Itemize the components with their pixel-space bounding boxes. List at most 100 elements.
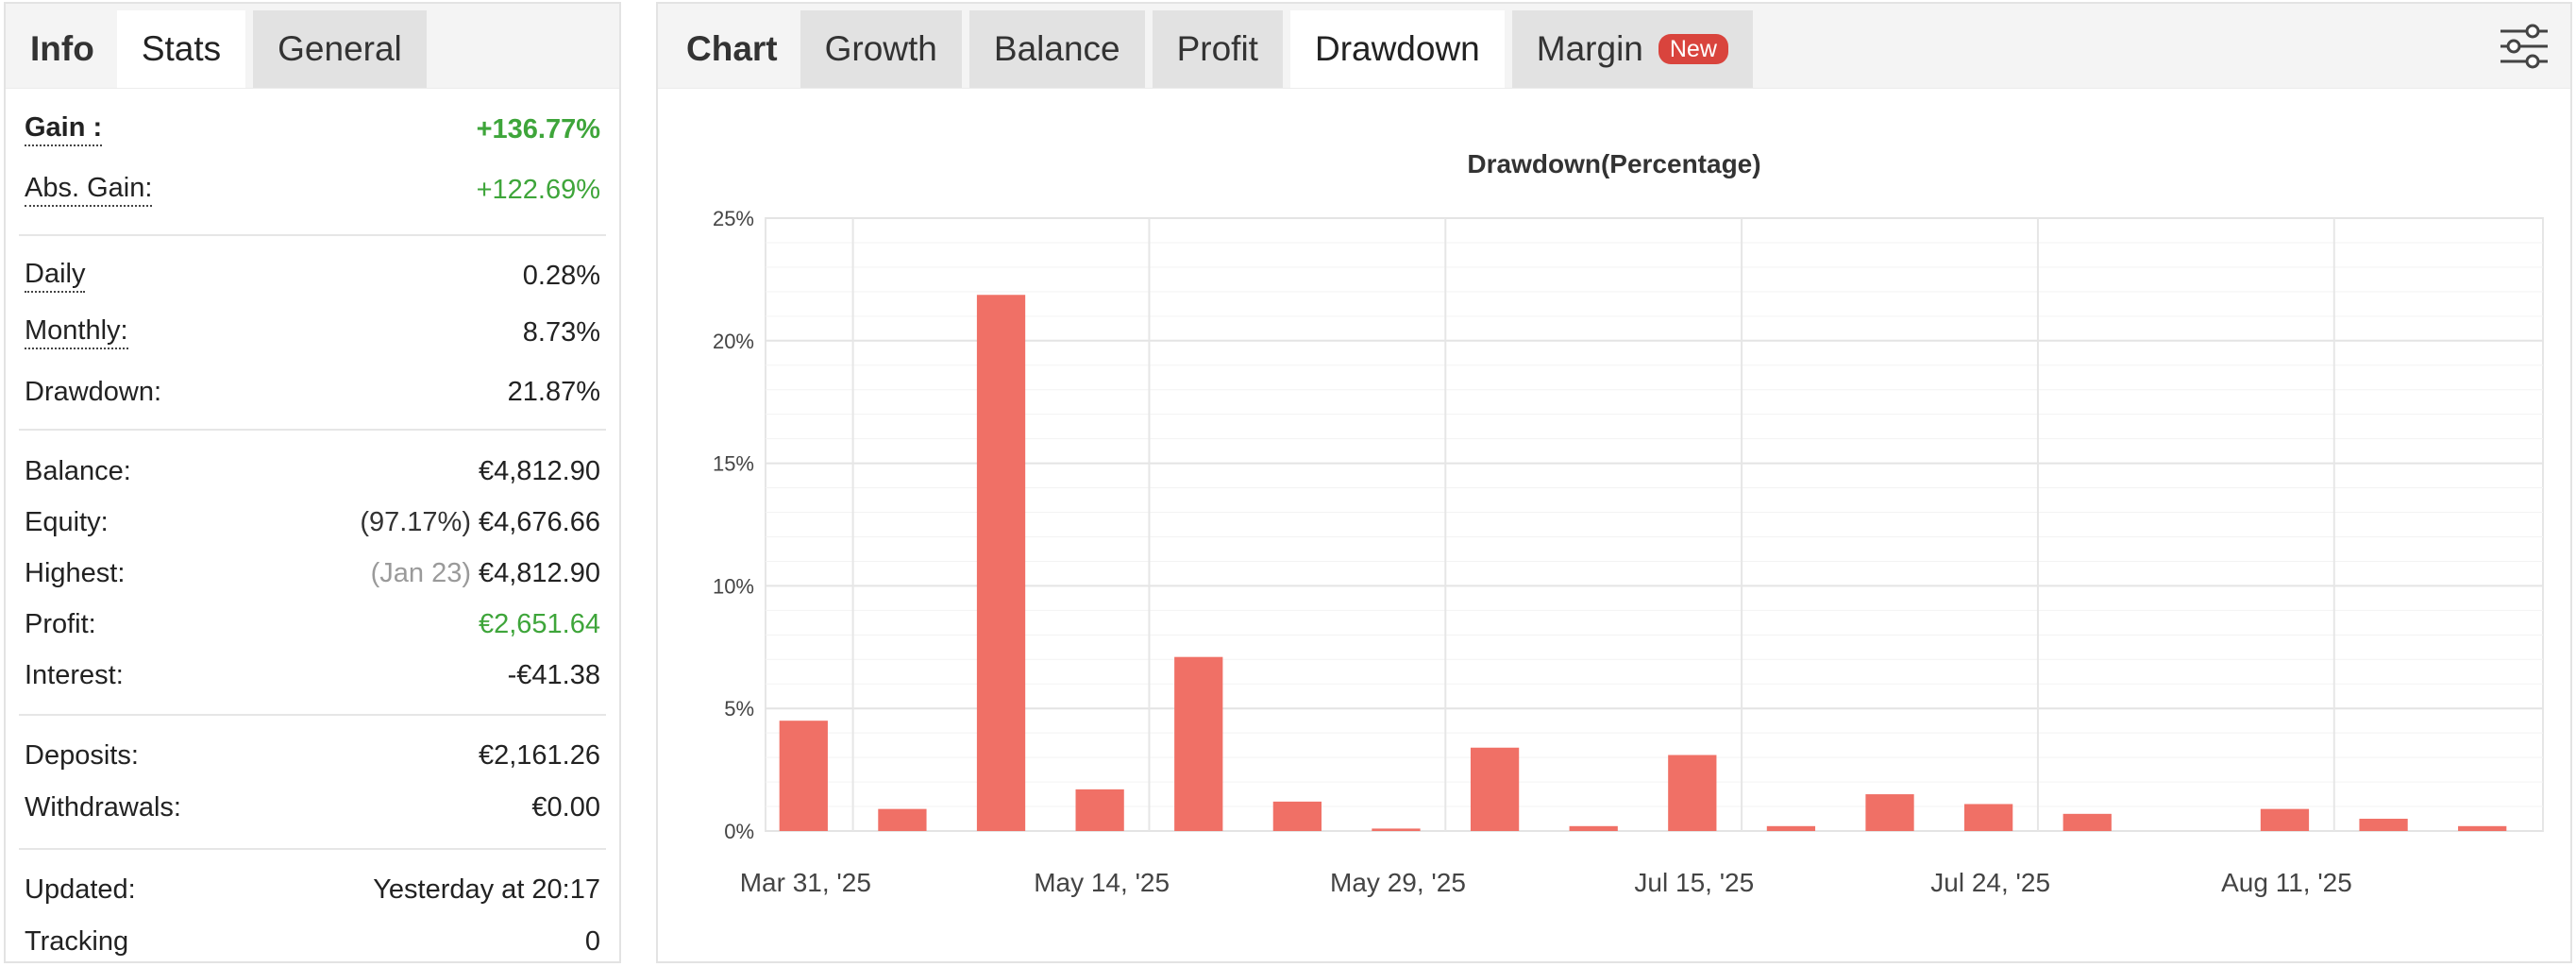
new-badge: New xyxy=(1658,34,1728,64)
balance-label: Balance: xyxy=(25,455,131,486)
drawdown-bar xyxy=(1470,747,1520,831)
stat-abs-gain: Abs. Gain: +122.69% xyxy=(25,162,600,217)
x-tick-label: May 14, '25 xyxy=(1034,868,1170,897)
plot-area xyxy=(765,217,2544,832)
stat-tracking: Tracking 0 xyxy=(25,916,600,967)
drawdown-bar xyxy=(1865,794,1914,831)
divider xyxy=(19,429,606,431)
gain-label[interactable]: Gain : xyxy=(25,112,103,146)
highest-value: €4,812.90 xyxy=(478,557,600,588)
tab-general[interactable]: General xyxy=(253,10,427,88)
tab-balance[interactable]: Balance xyxy=(968,10,1145,88)
x-tick-label: Jul 15, '25 xyxy=(1634,868,1754,897)
updated-value: Yesterday at 20:17 xyxy=(373,874,600,905)
x-tick-label: Jul 24, '25 xyxy=(1930,868,2050,897)
stat-highest: Highest: (Jan 23) €4,812.90 xyxy=(25,548,600,599)
drawdown-bar xyxy=(2260,808,2310,831)
drawdown-bar xyxy=(878,808,927,831)
daily-value: 0.28% xyxy=(522,260,600,291)
stat-interest: Interest: -€41.38 xyxy=(25,650,600,701)
drawdown-bar xyxy=(1668,755,1717,831)
chart-svg: 0% 5% 10% 15% 20% 25% Mar 31, '25 May 14, '25 Ma… xyxy=(713,207,2544,897)
stats-list: Gain : +136.77% Abs. Gain: +122.69% Dail… xyxy=(6,89,619,967)
highest-label: Highest: xyxy=(25,557,126,588)
y-tick-label: 25% xyxy=(713,207,754,230)
drawdown-bar xyxy=(1964,804,2013,831)
drawdown-bar xyxy=(1272,801,1322,831)
updated-label: Updated: xyxy=(25,874,136,905)
drawdown-bar xyxy=(1766,825,1816,831)
highest-date: (Jan 23) xyxy=(370,557,471,588)
stat-balance: Balance: €4,812.90 xyxy=(25,431,600,497)
stat-equity: Equity: (97.17%) €4,676.66 xyxy=(25,497,600,548)
tracking-label: Tracking xyxy=(25,925,129,957)
drawdown-chart: Drawdown(Percentage) 0% 5% 10% 15% 20% 25% Mar… xyxy=(658,89,2570,963)
stat-updated: Updated: Yesterday at 20:17 xyxy=(25,850,600,916)
monthly-value: 8.73% xyxy=(522,316,600,348)
stat-daily: Daily 0.28% xyxy=(25,236,600,302)
x-tick-label: May 29, '25 xyxy=(1330,868,1466,897)
drawdown-bar xyxy=(779,721,828,831)
tab-margin-label: Margin xyxy=(1536,29,1643,68)
divider xyxy=(19,714,606,716)
chart-panel: Chart Growth Balance Profit Drawdown Mar… xyxy=(656,2,2572,963)
tab-margin[interactable]: Margin New xyxy=(1511,10,1753,88)
profit-label: Profit: xyxy=(25,608,96,639)
y-tick-label: 0% xyxy=(724,820,754,843)
drawdown-label: Drawdown: xyxy=(25,376,162,407)
chart-title: Drawdown(Percentage) xyxy=(1467,149,1761,178)
drawdown-bar xyxy=(2458,825,2507,831)
y-tick-label: 20% xyxy=(713,330,754,353)
tab-profit[interactable]: Profit xyxy=(1152,10,1283,88)
stats-panel: Info Stats General Gain : +136.77% Abs. … xyxy=(4,2,621,963)
interest-label: Interest: xyxy=(25,659,124,690)
y-tick-label: 15% xyxy=(713,452,754,476)
x-tick-label: Aug 11, '25 xyxy=(2221,868,2352,897)
tab-drawdown[interactable]: Drawdown xyxy=(1289,10,1505,88)
drawdown-bar xyxy=(1174,656,1223,831)
daily-label[interactable]: Daily xyxy=(25,259,86,293)
drawdown-bar xyxy=(1075,789,1124,831)
y-tick-label: 10% xyxy=(713,574,754,598)
drawdown-value: 21.87% xyxy=(507,376,600,407)
balance-value: €4,812.90 xyxy=(478,455,600,486)
equity-percent: (97.17%) xyxy=(360,506,471,537)
divider xyxy=(19,848,606,850)
stat-profit: Profit: €2,651.64 xyxy=(25,599,600,650)
y-tick-label: 5% xyxy=(724,697,754,721)
stat-monthly: Monthly: 8.73% xyxy=(25,302,600,363)
stat-deposits: Deposits: €2,161.26 xyxy=(25,716,600,782)
deposits-value: €2,161.26 xyxy=(478,739,600,771)
abs-gain-label[interactable]: Abs. Gain: xyxy=(25,173,153,207)
equity-label: Equity: xyxy=(25,506,109,537)
chart-tabbar: Chart Growth Balance Profit Drawdown Mar… xyxy=(658,4,2570,89)
drawdown-bar xyxy=(2359,819,2408,831)
divider xyxy=(19,234,606,236)
tab-growth[interactable]: Growth xyxy=(800,10,962,88)
drawdown-bar xyxy=(2062,813,2112,831)
abs-gain-value: +122.69% xyxy=(476,174,600,205)
x-tick-label: Mar 31, '25 xyxy=(740,868,871,897)
drawdown-bar xyxy=(1372,828,1421,831)
stat-gain: Gain : +136.77% xyxy=(25,89,600,162)
highest-value-group: (Jan 23) €4,812.90 xyxy=(371,558,600,589)
withdrawals-value: €0.00 xyxy=(531,791,600,823)
sliders-icon[interactable] xyxy=(2499,23,2550,70)
profit-value: €2,651.64 xyxy=(478,608,600,639)
gain-value: +136.77% xyxy=(476,113,600,144)
withdrawals-label: Withdrawals: xyxy=(25,791,181,823)
tab-info[interactable]: Info xyxy=(30,29,94,68)
interest-value: -€41.38 xyxy=(507,659,600,690)
stat-drawdown: Drawdown: 21.87% xyxy=(25,363,600,421)
equity-value-group: (97.17%) €4,676.66 xyxy=(360,507,600,538)
drawdown-bar xyxy=(1569,825,1618,831)
equity-value: €4,676.66 xyxy=(478,506,600,537)
left-tabbar: Info Stats General xyxy=(6,4,619,89)
stat-withdrawals: Withdrawals: €0.00 xyxy=(25,782,600,833)
monthly-label[interactable]: Monthly: xyxy=(25,315,128,349)
tab-stats[interactable]: Stats xyxy=(116,10,246,88)
tab-chart[interactable]: Chart xyxy=(686,29,778,68)
tracking-value: 0 xyxy=(584,925,600,957)
drawdown-bar xyxy=(976,295,1026,831)
deposits-label: Deposits: xyxy=(25,739,139,771)
